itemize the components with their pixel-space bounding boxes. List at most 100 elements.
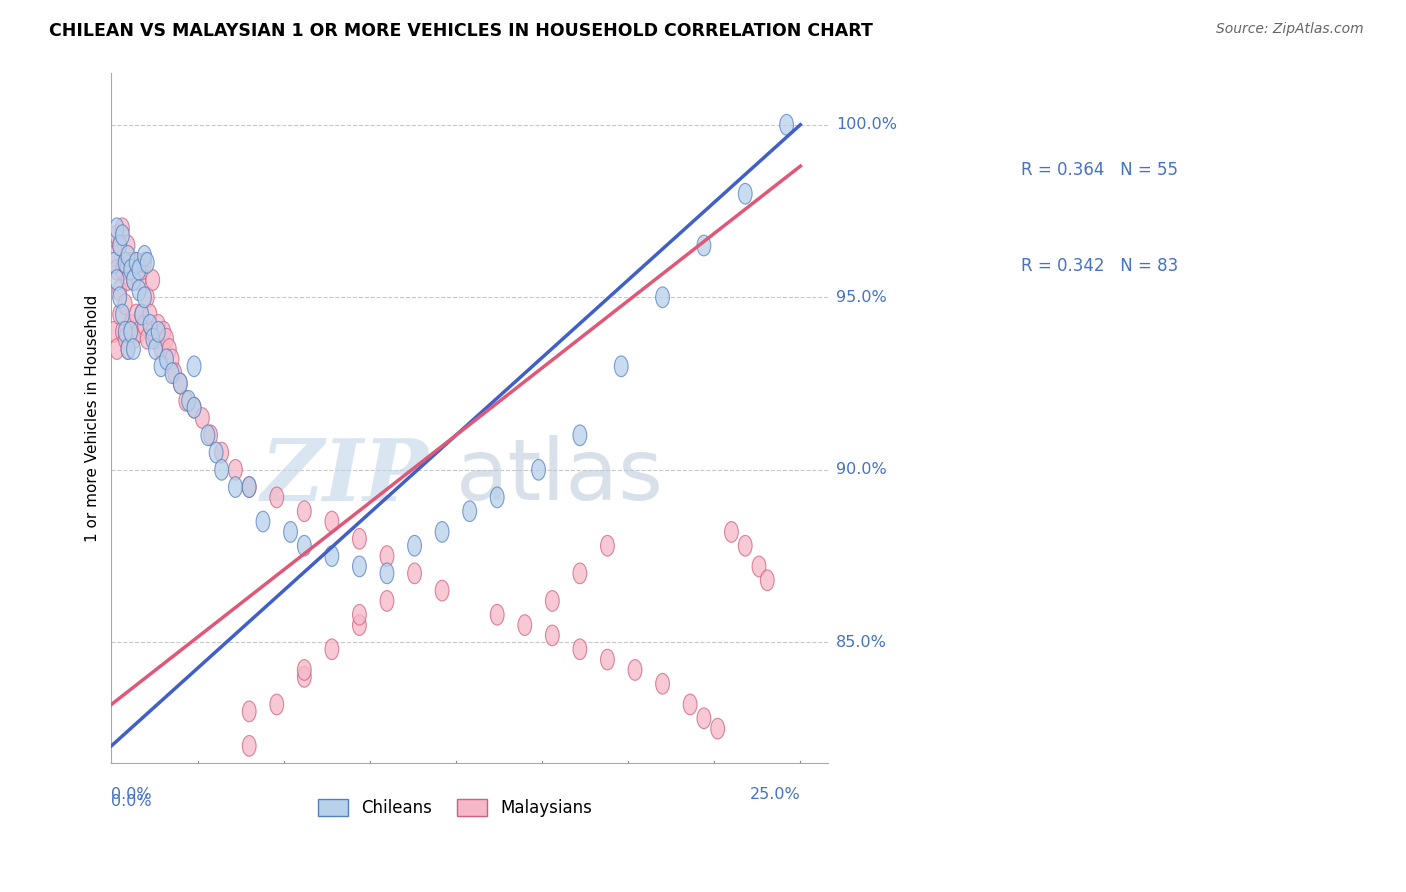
Ellipse shape: [115, 225, 129, 245]
Ellipse shape: [380, 591, 394, 611]
Ellipse shape: [138, 252, 152, 273]
Ellipse shape: [353, 615, 367, 635]
Legend: Chileans, Malaysians: Chileans, Malaysians: [312, 792, 599, 824]
Ellipse shape: [574, 425, 586, 446]
Ellipse shape: [683, 694, 697, 714]
Ellipse shape: [149, 339, 162, 359]
Ellipse shape: [127, 328, 141, 349]
Ellipse shape: [112, 280, 127, 301]
Ellipse shape: [138, 245, 152, 266]
Ellipse shape: [270, 487, 284, 508]
Ellipse shape: [187, 356, 201, 376]
Ellipse shape: [160, 328, 173, 349]
Ellipse shape: [162, 339, 176, 359]
Ellipse shape: [761, 570, 775, 591]
Ellipse shape: [614, 356, 628, 376]
Ellipse shape: [127, 269, 141, 291]
Text: 90.0%: 90.0%: [837, 462, 887, 477]
Ellipse shape: [129, 304, 143, 325]
Ellipse shape: [157, 321, 170, 343]
Ellipse shape: [118, 293, 132, 315]
Ellipse shape: [353, 528, 367, 549]
Ellipse shape: [298, 666, 311, 687]
Ellipse shape: [118, 328, 132, 349]
Ellipse shape: [436, 522, 449, 542]
Ellipse shape: [132, 321, 146, 343]
Ellipse shape: [121, 245, 135, 266]
Ellipse shape: [132, 269, 146, 291]
Ellipse shape: [201, 425, 215, 446]
Ellipse shape: [152, 315, 165, 335]
Ellipse shape: [173, 373, 187, 394]
FancyBboxPatch shape: [932, 94, 1406, 367]
Ellipse shape: [121, 339, 135, 359]
Ellipse shape: [242, 476, 256, 498]
Ellipse shape: [124, 252, 138, 273]
Text: atlas: atlas: [456, 435, 664, 518]
Ellipse shape: [110, 269, 124, 291]
Ellipse shape: [697, 235, 711, 256]
Text: R = 0.342   N = 83: R = 0.342 N = 83: [1021, 257, 1178, 276]
Ellipse shape: [121, 235, 135, 256]
Ellipse shape: [187, 397, 201, 418]
Ellipse shape: [195, 408, 209, 428]
Text: 95.0%: 95.0%: [837, 290, 887, 305]
Ellipse shape: [112, 235, 127, 256]
Ellipse shape: [135, 304, 149, 325]
Ellipse shape: [132, 280, 146, 301]
Ellipse shape: [517, 615, 531, 635]
Ellipse shape: [110, 260, 124, 280]
Ellipse shape: [436, 580, 449, 601]
Ellipse shape: [112, 287, 127, 308]
Ellipse shape: [129, 252, 143, 273]
Ellipse shape: [655, 287, 669, 308]
Ellipse shape: [155, 356, 167, 376]
Ellipse shape: [138, 315, 152, 335]
Ellipse shape: [115, 321, 129, 343]
Ellipse shape: [270, 694, 284, 714]
Ellipse shape: [110, 339, 124, 359]
Ellipse shape: [574, 563, 586, 583]
Y-axis label: 1 or more Vehicles in Household: 1 or more Vehicles in Household: [86, 294, 100, 541]
Ellipse shape: [752, 556, 766, 577]
Ellipse shape: [143, 315, 157, 335]
Ellipse shape: [187, 397, 201, 418]
Ellipse shape: [121, 339, 135, 359]
Bar: [960, 145, 1001, 194]
Ellipse shape: [138, 287, 152, 308]
Ellipse shape: [380, 563, 394, 583]
Ellipse shape: [628, 659, 643, 681]
Ellipse shape: [107, 252, 121, 273]
Ellipse shape: [380, 546, 394, 566]
Ellipse shape: [780, 114, 793, 135]
Ellipse shape: [353, 556, 367, 577]
Ellipse shape: [325, 639, 339, 659]
Ellipse shape: [173, 373, 187, 394]
Ellipse shape: [141, 287, 155, 308]
Ellipse shape: [181, 391, 195, 411]
Ellipse shape: [112, 304, 127, 325]
Ellipse shape: [284, 522, 298, 542]
Ellipse shape: [242, 736, 256, 756]
Ellipse shape: [298, 501, 311, 522]
Ellipse shape: [112, 235, 127, 256]
Text: 25.0%: 25.0%: [749, 788, 800, 802]
Ellipse shape: [546, 591, 560, 611]
Ellipse shape: [600, 649, 614, 670]
Ellipse shape: [204, 425, 218, 446]
Ellipse shape: [124, 315, 138, 335]
Ellipse shape: [463, 501, 477, 522]
Ellipse shape: [697, 708, 711, 729]
Ellipse shape: [215, 442, 229, 463]
Ellipse shape: [110, 225, 124, 245]
Ellipse shape: [160, 349, 173, 370]
Ellipse shape: [115, 304, 129, 325]
Ellipse shape: [127, 269, 141, 291]
Ellipse shape: [724, 522, 738, 542]
Ellipse shape: [600, 535, 614, 556]
Text: 100.0%: 100.0%: [837, 117, 897, 132]
Text: R = 0.364   N = 55: R = 0.364 N = 55: [1021, 161, 1178, 178]
Ellipse shape: [165, 349, 179, 370]
Ellipse shape: [146, 321, 160, 343]
Ellipse shape: [325, 546, 339, 566]
